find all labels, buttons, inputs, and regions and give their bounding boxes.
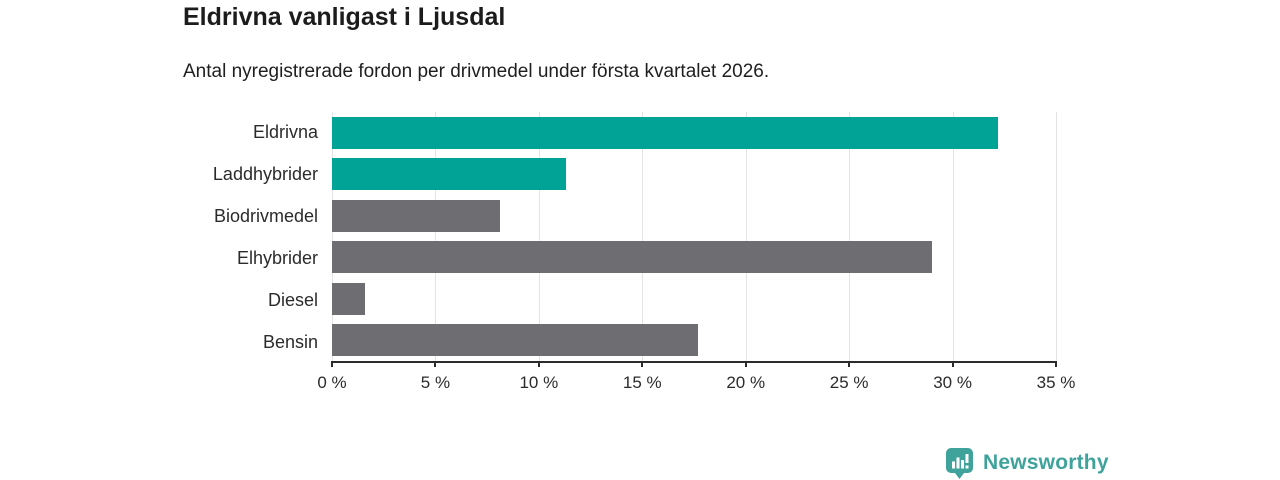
bar-rows [332,112,1056,361]
bar-bensin [332,324,699,357]
x-tick-30 [951,361,954,367]
x-tick-label-0: 0 % [317,373,347,392]
category-label-column: Eldrivna Laddhybrider Biodrivmedel Elhybrid… [0,112,318,363]
x-tick-0 [331,361,333,367]
bar-row-laddhybrider [332,154,1056,196]
category-label-bensin: Bensin [262,331,318,352]
x-tick-5 [434,361,437,367]
category-label-eldrivna: Eldrivna [252,122,318,143]
bar-row-eldrivna [332,112,1056,154]
gridline-25 [849,112,851,361]
newsworthy-speech-bubble-chart-icon [946,448,973,479]
x-tick-label-30: 30 % [933,373,972,392]
chart-subtitle: Antal nyregistrerade fordon per drivmede… [183,61,770,82]
category-label-laddhybrider: Laddhybrider [212,164,318,185]
bar-row-bensin [332,320,1056,362]
bar-laddhybrider [332,158,566,191]
x-tick-label-35: 35 % [1036,373,1076,392]
gridline-15 [642,112,644,361]
chart-title: Eldrivna vanligast i Ljusdal [183,3,506,31]
newsworthy-logo: Newsworthy [944,446,1109,479]
x-tick-10 [537,361,540,367]
x-tick-label-20: 20 % [726,373,766,392]
x-tick-label-15: 15 % [622,373,662,392]
gridline-5 [435,112,437,361]
gridline-20 [745,112,747,361]
bar-row-diesel [332,278,1056,320]
bar-eldrivna [332,116,999,149]
bar-biodrivmedel [332,199,500,232]
bar-elhybrider [332,241,932,274]
gridline-35 [1056,112,1057,361]
category-label-diesel: Diesel [267,289,318,310]
gridline-10 [538,112,540,361]
x-tick-label-10: 10 % [519,373,559,392]
category-label-biodrivmedel: Biodrivmedel [213,206,318,227]
plot-area [331,112,1057,367]
x-tick-25 [848,361,851,367]
gridline-30 [952,112,954,361]
bar-diesel [332,282,366,315]
x-tick-35 [1055,361,1057,367]
bar-row-elhybrider [332,237,1056,279]
newsworthy-logo-text: Newsworthy [983,450,1109,474]
gridline-0 [332,112,333,361]
bar-row-biodrivmedel [332,195,1056,237]
x-tick-label-25: 25 % [829,373,869,392]
x-tick-20 [744,361,747,367]
x-tick-15 [641,361,644,367]
category-label-elhybrider: Elhybrider [236,247,318,268]
x-axis-labels: 0 % 5 % 10 % 15 % 20 % 25 % 30 % 35 % [317,373,1075,399]
x-tick-label-5: 5 % [420,373,451,392]
